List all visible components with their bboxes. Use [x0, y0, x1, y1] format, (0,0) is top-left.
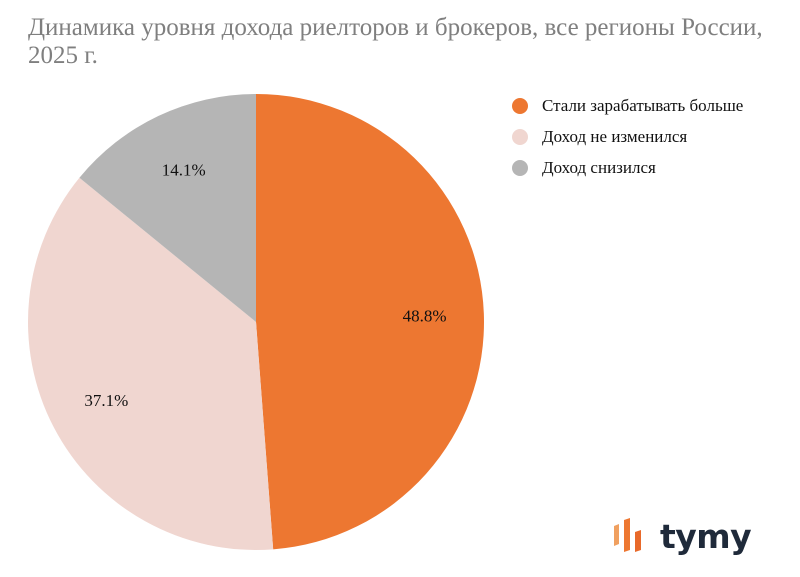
tymy-logo: tymy: [612, 516, 752, 556]
legend-swatch: [512, 129, 528, 145]
legend-item-more: Стали зарабатывать больше: [512, 96, 752, 115]
slice-data-label: 37.1%: [84, 391, 128, 410]
slice-data-label: 14.1%: [162, 161, 206, 180]
logo-text: tymy: [660, 516, 752, 556]
legend-item-same: Доход не изменился: [512, 127, 752, 146]
legend-item-less: Доход снизился: [512, 158, 752, 177]
legend-swatch: [512, 98, 528, 114]
pie-slice: [256, 94, 485, 550]
legend-label: Стали зарабатывать больше: [542, 96, 744, 115]
slice-data-label: 48.8%: [403, 307, 447, 326]
legend: Стали зарабатывать больше Доход не измен…: [512, 96, 752, 189]
pie-slice: [27, 177, 274, 551]
chart-title: Динамика уровня дохода риелторов и броке…: [28, 14, 763, 69]
legend-swatch: [512, 160, 528, 176]
logo-mark-icon: [614, 518, 641, 552]
pie-slice: [79, 94, 256, 322]
legend-label: Доход не изменился: [542, 127, 688, 146]
legend-label: Доход снизился: [542, 158, 656, 177]
